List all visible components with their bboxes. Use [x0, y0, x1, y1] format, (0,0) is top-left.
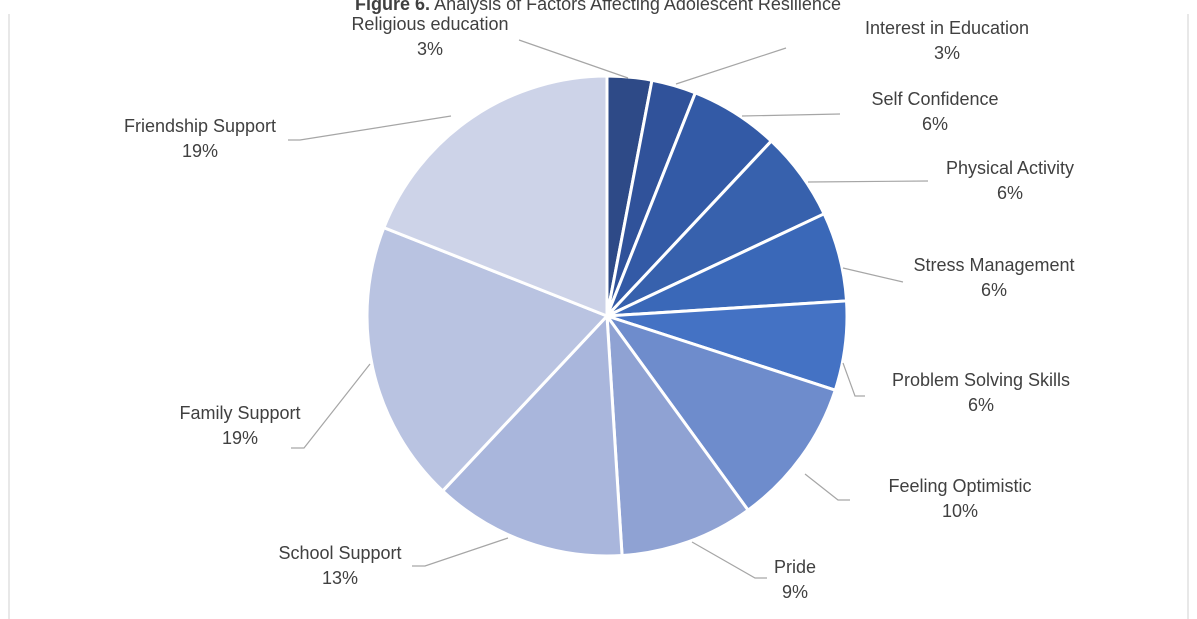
slice-label: Family Support	[179, 403, 300, 423]
leader-line	[741, 113, 841, 117]
slice-label: Pride	[774, 557, 816, 577]
slice-labels: Religious education 3% Interest in Educati…	[124, 14, 1075, 602]
slice-percent-label: 3%	[934, 43, 960, 63]
slice-percent-label: 19%	[222, 428, 258, 448]
slice-label: Friendship Support	[124, 116, 276, 136]
slice-label: Feeling Optimistic	[888, 476, 1031, 496]
slice-label: Problem Solving Skills	[892, 370, 1070, 390]
leader-line	[518, 39, 629, 79]
leader-line	[675, 47, 787, 85]
slice-label: Stress Management	[913, 255, 1074, 275]
slice-percent-label: 9%	[782, 582, 808, 602]
slice-percent-label: 6%	[997, 183, 1023, 203]
pie-slice-friendship-support	[381, 74, 609, 319]
slice-percent-label: 10%	[942, 501, 978, 521]
slice-label: Self Confidence	[871, 89, 998, 109]
slice-percent-label: 6%	[981, 280, 1007, 300]
leader-line	[691, 541, 767, 579]
chart-title: Figure 6. Analysis of Factors Affecting …	[355, 0, 841, 14]
slice-percent-label: 19%	[182, 141, 218, 161]
leader-line	[288, 115, 452, 141]
slice-label: Religious education	[351, 14, 508, 34]
leader-line	[804, 473, 850, 501]
slice-percent-label: 13%	[322, 568, 358, 588]
slice-label: Interest in Education	[865, 18, 1029, 38]
leader-line	[412, 537, 509, 567]
pie-slice-school-support	[440, 312, 624, 558]
leader-line	[842, 267, 904, 283]
chart-title-rest: Analysis of Factors Affecting Adolescent…	[430, 0, 841, 14]
leader-line	[807, 180, 929, 183]
pie-slices	[365, 74, 849, 558]
pie-slice-pride	[605, 310, 751, 558]
leader-line	[291, 363, 371, 449]
leader-lines	[288, 39, 929, 579]
slice-label: Physical Activity	[946, 158, 1074, 178]
slice-percent-label: 3%	[417, 39, 443, 59]
slice-label: School Support	[278, 543, 401, 563]
chart-title-prefix: Figure 6.	[355, 0, 430, 14]
leader-line	[842, 362, 865, 397]
pie-slice-feeling-optimistic	[603, 313, 838, 513]
slice-percent-label: 6%	[968, 395, 994, 415]
slice-percent-label: 6%	[922, 114, 948, 134]
